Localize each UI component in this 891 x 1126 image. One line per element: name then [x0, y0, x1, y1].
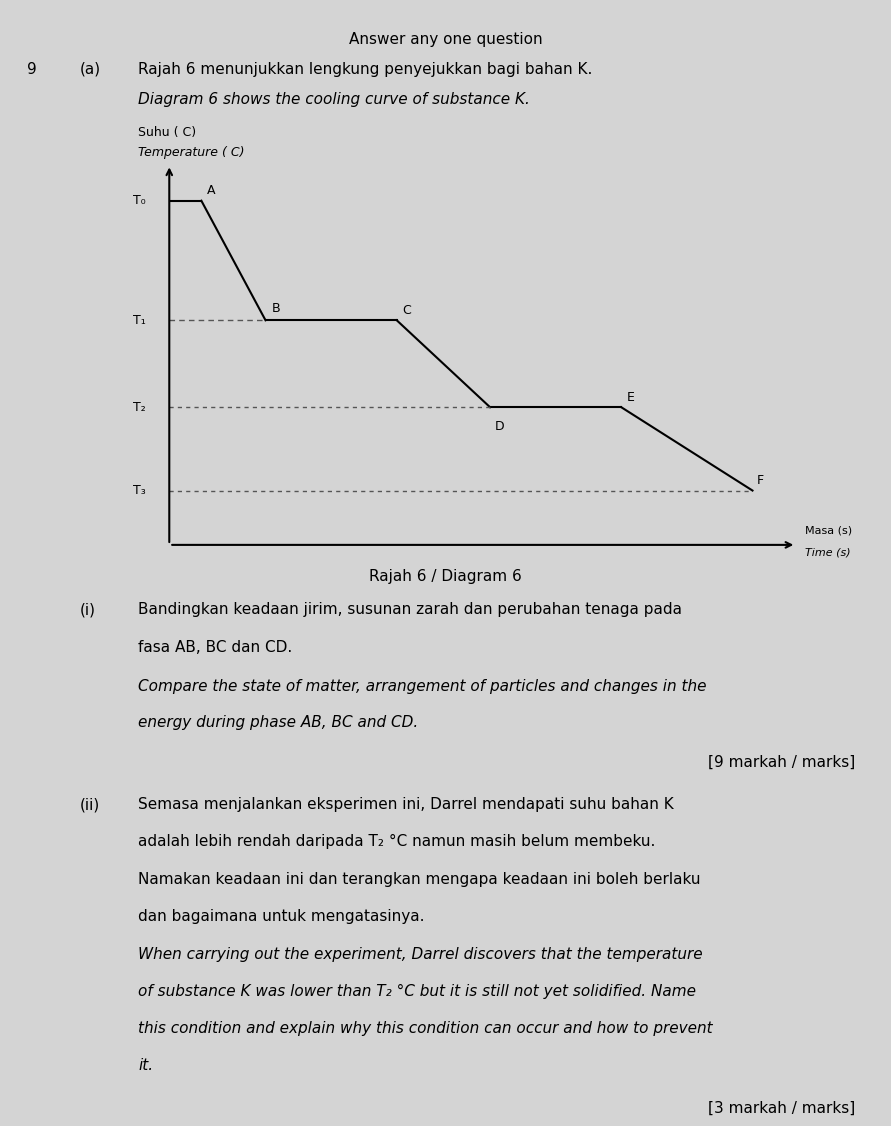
Text: of substance K was lower than T₂ °C but it is still not yet solidified. Name: of substance K was lower than T₂ °C but …	[138, 984, 696, 999]
Text: T₃: T₃	[134, 484, 146, 497]
Text: Bandingkan keadaan jirim, susunan zarah dan perubahan tenaga pada: Bandingkan keadaan jirim, susunan zarah …	[138, 602, 683, 617]
Text: energy during phase AB, BC and CD.: energy during phase AB, BC and CD.	[138, 715, 419, 730]
Text: Rajah 6 menunjukkan lengkung penyejukkan bagi bahan K.: Rajah 6 menunjukkan lengkung penyejukkan…	[138, 62, 593, 77]
Text: T₀: T₀	[134, 194, 146, 207]
Text: E: E	[627, 391, 635, 403]
Text: fasa AB, BC dan CD.: fasa AB, BC dan CD.	[138, 640, 292, 654]
Text: [3 markah / marks]: [3 markah / marks]	[708, 1101, 855, 1116]
Text: (ii): (ii)	[80, 797, 101, 812]
Text: adalah lebih rendah daripada T₂ °C namun masih belum membeku.: adalah lebih rendah daripada T₂ °C namun…	[138, 834, 656, 849]
Text: When carrying out the experiment, Darrel discovers that the temperature: When carrying out the experiment, Darrel…	[138, 947, 703, 962]
Text: Semasa menjalankan eksperimen ini, Darrel mendapati suhu bahan K: Semasa menjalankan eksperimen ini, Darre…	[138, 797, 674, 812]
Text: T₁: T₁	[134, 314, 146, 327]
Text: Suhu ( C): Suhu ( C)	[138, 126, 196, 140]
Text: (i): (i)	[80, 602, 96, 617]
Text: Namakan keadaan ini dan terangkan mengapa keadaan ini boleh berlaku: Namakan keadaan ini dan terangkan mengap…	[138, 872, 700, 886]
Text: it.: it.	[138, 1058, 153, 1073]
Text: Compare the state of matter, arrangement of particles and changes in the: Compare the state of matter, arrangement…	[138, 679, 707, 694]
Text: T₂: T₂	[134, 401, 146, 413]
Text: B: B	[272, 302, 280, 315]
Text: C: C	[403, 304, 412, 316]
Text: Diagram 6 shows the cooling curve of substance K.: Diagram 6 shows the cooling curve of sub…	[138, 92, 530, 107]
Text: (a): (a)	[80, 62, 102, 77]
Text: Rajah 6 / Diagram 6: Rajah 6 / Diagram 6	[369, 569, 522, 583]
Text: Answer any one question: Answer any one question	[348, 32, 543, 46]
Text: Temperature ( C): Temperature ( C)	[138, 146, 245, 160]
Text: Time (s): Time (s)	[805, 547, 851, 557]
Text: A: A	[208, 184, 216, 197]
Text: F: F	[756, 474, 764, 486]
Text: D: D	[495, 420, 504, 432]
Text: dan bagaimana untuk mengatasinya.: dan bagaimana untuk mengatasinya.	[138, 909, 425, 923]
Text: this condition and explain why this condition can occur and how to prevent: this condition and explain why this cond…	[138, 1021, 713, 1036]
Text: [9 markah / marks]: [9 markah / marks]	[708, 754, 855, 769]
Text: 9: 9	[27, 62, 37, 77]
Text: Masa (s): Masa (s)	[805, 526, 852, 535]
